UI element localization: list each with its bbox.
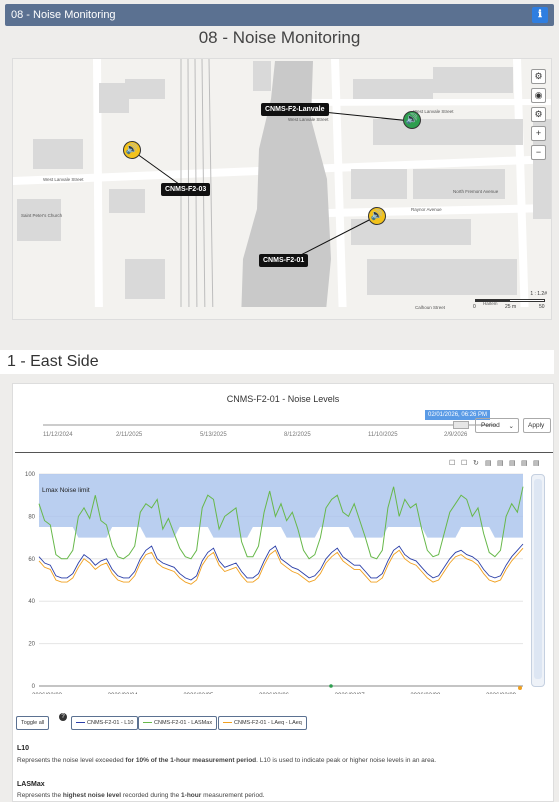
x-tick-label: 2026/02/06 bbox=[259, 693, 290, 694]
navigator-date: 11/10/2025 bbox=[368, 432, 398, 438]
series-line bbox=[38, 486, 524, 560]
chart-title: CNMS-F2-01 - Noise Levels bbox=[226, 394, 340, 404]
y-tick-label: 100 bbox=[25, 472, 36, 478]
series-line bbox=[38, 547, 524, 585]
zoom-out-button[interactable]: − bbox=[531, 145, 546, 160]
scale-label: 0 bbox=[473, 304, 476, 310]
navigator-date: 11/12/2024 bbox=[43, 432, 73, 438]
legend-label: CNMS-F2-01 - LAeq - LAeq bbox=[234, 720, 302, 726]
map-scale: 1 : 1.2# 0 25 m 50 bbox=[473, 291, 549, 313]
x-tick-label: 2026/02/07 bbox=[335, 693, 366, 694]
description-heading: L10 bbox=[17, 745, 30, 752]
period-select[interactable]: Period ⌄ bbox=[475, 418, 519, 433]
noise-chart: 0 20 40 60 80 100 Lmax Noise limit 2026/02/03 20… bbox=[25, 472, 524, 694]
event-marker bbox=[329, 684, 333, 688]
document-icon[interactable]: ▤ bbox=[485, 460, 492, 467]
speaker-icon[interactable]: 🔊 bbox=[123, 141, 141, 159]
speaker-icon[interactable]: 🔊 bbox=[403, 111, 421, 129]
description-text: Represents the noise level exceeded for … bbox=[17, 757, 437, 764]
navigator-handle[interactable] bbox=[453, 421, 469, 429]
vertical-scrollbar[interactable] bbox=[531, 474, 545, 687]
toggle-all-button[interactable]: Toggle all bbox=[16, 716, 50, 730]
legend-item-l10[interactable]: CNMS-F2-01 - L10 bbox=[71, 716, 139, 730]
street-label: West Lanvale Street bbox=[43, 177, 84, 182]
navigator-date: 2/9/2026 bbox=[444, 432, 468, 438]
grid-icon[interactable]: ▤ bbox=[533, 460, 540, 467]
chart-card: CNMS-F2-01 - Noise Levels 02/01/2026, 06… bbox=[12, 383, 554, 802]
legend-item-laeq[interactable]: CNMS-F2-01 - LAeq - LAeq bbox=[218, 716, 307, 730]
band-label: Lmax Noise limit bbox=[42, 487, 90, 494]
speaker-icon[interactable]: 🔊 bbox=[368, 207, 386, 225]
legend-item-lasmax[interactable]: CNMS-F2-01 - LASMax bbox=[138, 716, 218, 730]
description-text: Represents the highest noise level recor… bbox=[17, 792, 265, 799]
x-tick-label: 2026/02/08 bbox=[410, 693, 441, 694]
zoom-in-button[interactable]: + bbox=[531, 126, 546, 141]
scale-label: 50 bbox=[539, 304, 545, 310]
help-icon[interactable]: ? bbox=[59, 713, 67, 721]
street-label: Harlem bbox=[483, 301, 498, 306]
navigator-date: 5/13/2025 bbox=[200, 432, 227, 438]
navigator-date: 2/11/2025 bbox=[116, 432, 143, 438]
church-label: Saint Peter's Church bbox=[21, 213, 63, 218]
app-header: 08 - Noise Monitoring ℹ bbox=[5, 4, 554, 26]
x-tick-label: 2026/02/04 bbox=[108, 693, 139, 694]
description-heading: LASMax bbox=[17, 781, 45, 788]
map-basemap bbox=[13, 59, 551, 319]
x-tick-label: 2026/02/05 bbox=[183, 693, 214, 694]
marker-connectors bbox=[132, 110, 412, 260]
y-tick-label: 40 bbox=[28, 599, 35, 605]
legend-label: CNMS-F2-01 - LASMax bbox=[154, 720, 213, 726]
info-button[interactable]: ℹ bbox=[532, 7, 548, 23]
x-tick-label: 2026/02/09 bbox=[486, 693, 517, 694]
save-icon[interactable]: ▤ bbox=[509, 460, 516, 467]
noise-limit-band bbox=[39, 474, 523, 538]
street-label: West Lanvale Street bbox=[288, 117, 329, 122]
map-view[interactable]: West Lanvale Street West Lanvale Street … bbox=[12, 58, 552, 320]
document-icon[interactable]: ▤ bbox=[497, 460, 504, 467]
marker-label[interactable]: CNMS-F2-03 bbox=[161, 183, 211, 196]
bell-icon[interactable]: ▤ bbox=[521, 460, 528, 467]
event-marker bbox=[518, 686, 522, 690]
section-title: 1 - East Side bbox=[0, 350, 554, 374]
navigator-track[interactable] bbox=[43, 424, 496, 426]
header-title: 08 - Noise Monitoring bbox=[11, 9, 116, 21]
location-icon[interactable]: ◉ bbox=[531, 88, 546, 103]
apply-button[interactable]: Apply bbox=[523, 418, 551, 433]
chevron-down-icon: ⌄ bbox=[508, 423, 514, 430]
y-tick-label: 80 bbox=[28, 514, 35, 520]
settings-icon[interactable]: ⚙ bbox=[531, 107, 546, 122]
refresh-icon[interactable]: ↻ bbox=[473, 460, 479, 467]
street-label: Raynor Avenue bbox=[411, 207, 442, 212]
period-label: Period bbox=[481, 422, 500, 429]
legend-label: CNMS-F2-01 - L10 bbox=[87, 720, 134, 726]
street-label: Calhoun Street bbox=[415, 305, 446, 310]
divider bbox=[15, 452, 553, 453]
street-label: North Fremont Avenue bbox=[453, 189, 499, 194]
y-tick-label: 0 bbox=[32, 684, 36, 690]
series-line bbox=[38, 543, 524, 581]
scale-label: 25 m bbox=[505, 304, 517, 310]
scale-ratio: 1 : 1.2# bbox=[530, 291, 547, 297]
zoom-icon[interactable]: ☐ bbox=[449, 460, 456, 467]
marker-label[interactable]: CNMS-F2-01 bbox=[259, 254, 309, 267]
navigator-date: 8/12/2025 bbox=[284, 432, 311, 438]
street-label: West Lanvale Street bbox=[413, 109, 454, 114]
navigator-tooltip: 02/01/2026, 06:26 PM bbox=[425, 410, 491, 420]
settings-icon[interactable]: ⚙ bbox=[531, 69, 546, 84]
y-tick-label: 60 bbox=[28, 557, 35, 563]
page-title: 08 - Noise Monitoring bbox=[198, 28, 361, 47]
x-tick-label: 2026/02/03 bbox=[32, 693, 63, 694]
y-tick-label: 20 bbox=[28, 642, 35, 648]
zoom-reset-icon[interactable]: ☐ bbox=[461, 460, 468, 467]
marker-label[interactable]: CNMS-F2-Lanvale bbox=[261, 103, 329, 116]
